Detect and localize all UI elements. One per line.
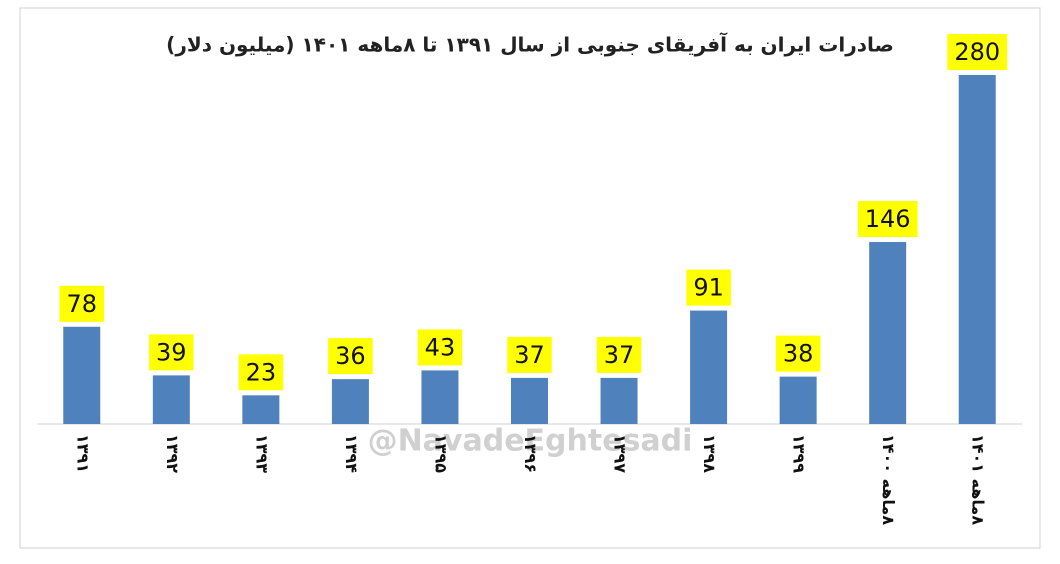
value-label-bg [328, 338, 373, 375]
value-label: 280 [954, 38, 1000, 66]
x-tick-label: ۱۳۹۲ [163, 434, 182, 473]
bar [63, 326, 101, 424]
value-label: 39 [156, 338, 187, 366]
value-label-bg [686, 269, 731, 306]
value-label-bg [947, 34, 1008, 70]
watermark: @NavadeEghtesadi [368, 424, 693, 459]
bar [242, 395, 280, 424]
value-label-bg [857, 201, 918, 238]
value-label-bg [59, 285, 105, 322]
value-label: 36 [335, 342, 366, 370]
value-label-bg [775, 335, 821, 372]
bar [600, 377, 638, 424]
value-label-bg [596, 336, 642, 373]
chart-title: صادرات ایران به آفریقای جنوبی از سال ۱۳۹… [166, 32, 894, 57]
value-label-bg [238, 354, 284, 391]
value-label: 91 [693, 274, 724, 302]
value-label: 78 [66, 290, 97, 318]
bar [958, 75, 996, 424]
x-tick-label: ۱۳۹۹ [790, 434, 809, 473]
value-label: 37 [604, 341, 635, 369]
value-label: 43 [425, 333, 456, 361]
value-label: 38 [783, 340, 814, 368]
bar [779, 376, 817, 424]
bar [511, 377, 548, 424]
bar [690, 310, 728, 424]
x-tick-label: ۸ماهه ۱۴۰۰ [879, 434, 898, 525]
x-tick-label: ۱۳۹۷ [611, 434, 630, 473]
bar [869, 242, 907, 424]
x-tick-label: ۱۳۹۸ [700, 434, 719, 473]
value-label-bg [149, 334, 194, 371]
x-tick-label: ۱۳۹۴ [342, 434, 361, 473]
bar [331, 379, 369, 424]
value-label: 146 [865, 205, 911, 233]
value-label: 23 [246, 358, 277, 386]
x-tick-label: ۱۳۹۳ [252, 434, 271, 473]
x-tick-label: ۸ماهه ۱۴۰۱ [969, 434, 988, 525]
bar [421, 370, 459, 424]
bar [152, 375, 190, 424]
value-label-bg [417, 329, 463, 366]
value-label-bg [507, 336, 552, 373]
x-tick-label: ۱۳۹۵ [431, 434, 450, 473]
x-tick-label: ۱۳۹۶ [521, 434, 540, 473]
value-label: 37 [514, 341, 545, 369]
x-tick-label: ۱۳۹۱ [73, 434, 92, 473]
